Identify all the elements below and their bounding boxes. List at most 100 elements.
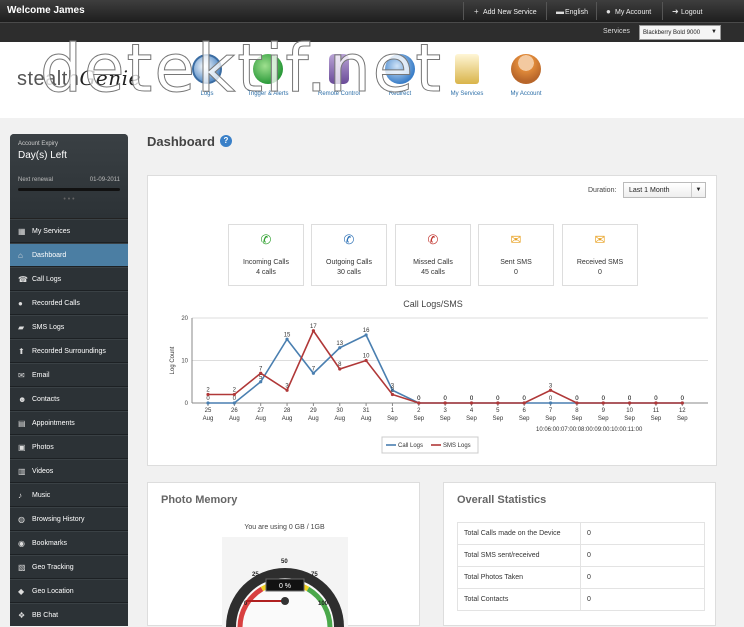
- sidebar-item-label: Recorded Surroundings: [32, 347, 106, 355]
- stat-value: 0: [514, 269, 518, 276]
- nav-redirect-label: Redirect: [388, 91, 412, 97]
- data-label: 5: [259, 375, 263, 381]
- stat-box[interactable]: ✆ Incoming Calls 4 calls: [228, 224, 304, 286]
- services-select[interactable]: Blackberry Bold 9000 ▼: [639, 25, 721, 40]
- sidebar-item[interactable]: ▦ My Services: [10, 219, 128, 243]
- overall-statistics-panel: Overall Statistics Total Calls made on t…: [443, 482, 716, 626]
- divider: [463, 2, 464, 20]
- stat-row-value: 0: [580, 566, 705, 589]
- sidebar-item[interactable]: ❖ BB Chat: [10, 603, 128, 626]
- data-label: 0: [628, 396, 632, 402]
- data-label: 0: [681, 396, 685, 402]
- sidebar-item[interactable]: ● Recorded Calls: [10, 291, 128, 315]
- photo-memory-usage: You are using 0 GB / 1GB: [244, 524, 325, 531]
- data-label: 0: [470, 396, 474, 402]
- chart-title: Call Logs/SMS: [403, 299, 463, 309]
- data-label: 7: [312, 366, 316, 372]
- sidebar-item[interactable]: ✉ Email: [10, 363, 128, 387]
- data-label: 0: [417, 396, 421, 402]
- nav-my-account[interactable]: My Account: [496, 54, 556, 97]
- my-account-label: My Account: [615, 9, 652, 16]
- duration-select[interactable]: Last 1 Month ▼: [623, 182, 706, 198]
- stat-row-label: Total Contacts: [457, 588, 581, 611]
- data-label: 2: [391, 388, 395, 394]
- sidebar-item[interactable]: ◍ Browsing History: [10, 507, 128, 531]
- x-tick-label: 27 Aug: [255, 408, 266, 422]
- photo-memory-panel: Photo Memory You are using 0 GB / 1GB 0 …: [147, 482, 420, 627]
- stat-row-value: 0: [580, 588, 705, 611]
- sidebar-item[interactable]: ☻ Contacts: [10, 387, 128, 411]
- legend-item: Call Logs: [398, 443, 423, 449]
- stat-box[interactable]: ✆ Missed Calls 45 calls: [395, 224, 471, 286]
- nav-remote-control[interactable]: Remote Control: [309, 54, 369, 97]
- my-account-link[interactable]: ● My Account: [606, 7, 651, 16]
- data-label: 0: [681, 396, 685, 402]
- sidebar-item-label: Photos: [32, 443, 54, 451]
- sidebar-item[interactable]: ◆ Geo Location: [10, 579, 128, 603]
- data-point: [364, 358, 368, 363]
- data-point: [522, 401, 526, 405]
- sidebar-item[interactable]: ▣ Photos: [10, 435, 128, 459]
- add-new-service-link[interactable]: + Add New Service: [474, 7, 537, 16]
- sidebar-item-label: Videos: [32, 467, 54, 475]
- chevron-down-icon: ▼: [711, 29, 717, 35]
- page-title: Dashboard: [147, 134, 215, 149]
- table-row: Total Contacts 0: [457, 588, 705, 611]
- memory-gauge: 0 25 50 75 100 0 %: [222, 537, 348, 627]
- sidebar-item-label: Recorded Calls: [32, 299, 80, 307]
- language-link[interactable]: ▬English: [556, 7, 588, 16]
- data-label: 0: [654, 396, 658, 402]
- phone-signal-icon: [329, 54, 349, 84]
- stat-box[interactable]: ✉ Received SMS 0: [562, 224, 638, 286]
- data-point: [364, 333, 368, 337]
- sent-sms-icon: ✉: [510, 232, 522, 247]
- sidebar-item[interactable]: ☎ Call Logs: [10, 267, 128, 291]
- services-bar: Services Blackberry Bold 9000 ▼: [0, 22, 744, 42]
- dashboard-panel: Duration: Last 1 Month ▼ ✆ Incoming Calls 4…: [147, 175, 717, 466]
- logo[interactable]: stealthGenie: [17, 66, 141, 91]
- chat-icon: ▰: [18, 322, 25, 332]
- document-icon: [455, 54, 479, 84]
- stat-box[interactable]: ✉ Sent SMS 0: [478, 224, 554, 286]
- duration-value: Last 1 Month: [629, 187, 670, 194]
- y-tick-label: 20: [181, 316, 188, 322]
- data-label: 0: [417, 396, 421, 402]
- stat-box[interactable]: ✆ Outgoing Calls 30 calls: [311, 224, 387, 286]
- record-icon: ●: [18, 298, 23, 308]
- sidebar-item[interactable]: ▥ Videos: [10, 459, 128, 483]
- stat-value: 0: [598, 269, 602, 276]
- sidebar-item-label: SMS Logs: [32, 323, 65, 331]
- film-icon: ▥: [18, 466, 26, 476]
- stat-value: 30 calls: [337, 269, 361, 276]
- globe-alert-icon: [253, 54, 283, 84]
- sidebar-item[interactable]: ⌂ Dashboard: [10, 243, 128, 267]
- x-tick-label: 26 Aug: [229, 408, 240, 422]
- nav-logs[interactable]: Logs: [177, 54, 237, 97]
- phone-icon: ☎: [18, 274, 28, 284]
- sidebar-item[interactable]: ▤ Appointments: [10, 411, 128, 435]
- x-tick-label: 3 Sep: [440, 408, 451, 422]
- expiry-progress-bar: [18, 188, 120, 191]
- nav-my-services[interactable]: My Services: [437, 54, 497, 97]
- x-tick-label: 9 Sep: [598, 408, 609, 422]
- x-tick-label: 4 Sep: [466, 408, 477, 422]
- sidebar-menu: ▦ My Services ⌂ Dashboard ☎ Call Logs ● Recorde…: [10, 219, 128, 626]
- logout-link[interactable]: ➜ Logout: [672, 7, 702, 16]
- data-label: 2: [233, 388, 237, 394]
- data-point: [338, 346, 342, 350]
- sidebar-item[interactable]: ▧ Geo Tracking: [10, 555, 128, 579]
- help-icon[interactable]: ?: [220, 135, 232, 147]
- nav-my-account-label: My Account: [510, 91, 542, 97]
- sidebar: Account Expiry Day(s) Left Next renewal 0…: [10, 134, 128, 626]
- table-row: Total SMS sent/received 0: [457, 544, 705, 567]
- sidebar-item[interactable]: ♪ Music: [10, 483, 128, 507]
- sidebar-item[interactable]: ▰ SMS Logs: [10, 315, 128, 339]
- nav-trigger-alerts[interactable]: Trigger & Alerts: [238, 54, 298, 97]
- sidebar-item[interactable]: ◉ Bookmarks: [10, 531, 128, 555]
- calendar-icon: ▤: [18, 418, 26, 428]
- gauge-green-band: [306, 586, 333, 627]
- contact-icon: ☻: [18, 394, 27, 404]
- nav-redirect[interactable]: Redirect: [370, 54, 430, 97]
- data-point: [390, 388, 395, 392]
- sidebar-item[interactable]: ⬆ Recorded Surroundings: [10, 339, 128, 363]
